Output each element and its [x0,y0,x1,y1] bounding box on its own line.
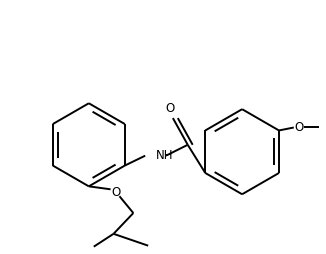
Text: O: O [294,121,304,134]
Text: NH: NH [156,149,173,162]
Text: O: O [165,102,174,115]
Text: O: O [111,186,120,199]
